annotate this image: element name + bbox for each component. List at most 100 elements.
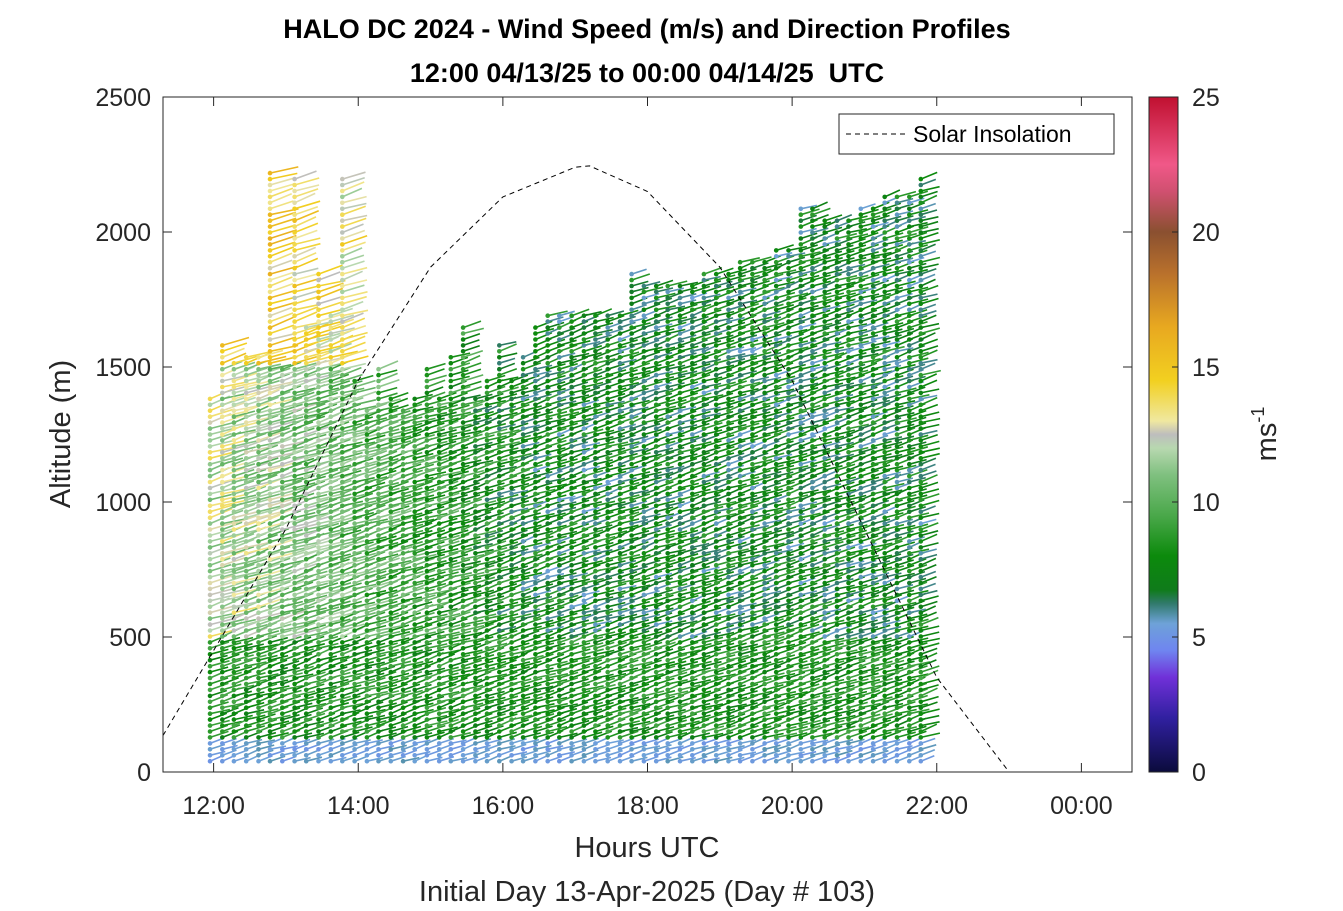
wind-barb xyxy=(390,641,410,650)
wind-barb-point xyxy=(400,503,406,509)
wind-barb-point xyxy=(605,574,610,580)
wind-barb xyxy=(499,655,519,661)
wind-barb xyxy=(414,611,435,620)
wind-barb-point xyxy=(533,634,538,639)
wind-barb-point xyxy=(364,735,370,740)
wind-barb-point xyxy=(267,753,273,758)
wind-barb-point xyxy=(280,503,285,509)
wind-barb-point xyxy=(473,604,478,610)
wind-barb-point xyxy=(509,592,514,598)
wind-barb-point xyxy=(243,551,249,556)
wind-barb-point xyxy=(533,527,538,532)
wind-barb xyxy=(511,595,532,602)
wind-barb-point xyxy=(569,741,574,746)
wind-barb xyxy=(559,572,577,578)
wind-barb-point xyxy=(448,729,454,734)
wind-barb xyxy=(306,374,331,382)
wind-barb-point xyxy=(340,188,345,194)
wind-barb-point xyxy=(424,646,430,651)
wind-barb-point xyxy=(557,426,562,431)
wind-barb-point xyxy=(292,473,297,479)
wind-barb xyxy=(559,671,579,679)
wind-barb xyxy=(282,587,302,596)
wind-barb xyxy=(305,683,325,691)
wind-barb-point xyxy=(352,747,357,752)
wind-barb-point xyxy=(352,610,357,615)
wind-barb-point xyxy=(497,444,502,449)
wind-barb xyxy=(330,473,352,483)
wind-barb-point xyxy=(460,675,466,681)
wind-barb-point xyxy=(220,467,225,473)
wind-barb-point xyxy=(267,236,273,241)
wind-barb xyxy=(269,397,295,406)
wind-barb xyxy=(511,476,530,483)
wind-barb-point xyxy=(376,592,381,598)
wind-barb xyxy=(378,498,398,507)
wind-barb xyxy=(209,487,234,495)
wind-barb xyxy=(282,653,301,661)
wind-barb-point xyxy=(581,610,587,615)
wind-barb-point xyxy=(545,319,550,324)
wind-barb-point xyxy=(243,753,249,758)
wind-barb-point xyxy=(581,337,587,342)
wind-barb xyxy=(439,565,460,572)
wind-barb xyxy=(378,653,398,661)
wind-barb-point xyxy=(292,295,297,301)
wind-barb xyxy=(378,544,399,555)
wind-barb xyxy=(547,718,566,727)
wind-barb xyxy=(499,386,519,394)
wind-barb-point xyxy=(473,420,478,425)
wind-barb xyxy=(439,607,458,614)
wind-barb xyxy=(330,659,348,667)
wind-barb xyxy=(305,468,329,477)
wind-barb-point xyxy=(448,663,454,669)
wind-barb xyxy=(511,684,531,691)
wind-barb-point xyxy=(581,313,587,319)
wind-barb xyxy=(269,177,295,186)
wind-barb-point xyxy=(292,271,297,277)
wind-barb-point xyxy=(448,735,454,740)
wind-barb-point xyxy=(497,687,502,693)
wind-barb-point xyxy=(220,610,225,615)
wind-barb xyxy=(282,745,298,751)
wind-barb xyxy=(583,590,600,596)
wind-barb-point xyxy=(231,663,237,669)
wind-barb-point xyxy=(220,396,225,402)
wind-barb-point xyxy=(231,622,237,627)
wind-barb-point xyxy=(581,503,587,509)
wind-barb-point xyxy=(520,355,526,360)
wind-barb xyxy=(595,500,616,507)
wind-barb-point xyxy=(328,509,334,514)
wind-barb-point xyxy=(376,604,381,610)
wind-barb-point xyxy=(207,753,213,758)
wind-barb-point xyxy=(207,497,213,503)
wind-barb-point xyxy=(484,681,490,687)
wind-barb-point xyxy=(256,360,261,366)
wind-barb-point xyxy=(280,467,285,473)
wind-barb xyxy=(595,717,614,727)
wind-barb xyxy=(366,438,386,448)
wind-barb-point xyxy=(388,723,394,728)
wind-barb-point xyxy=(617,527,623,532)
wind-barb-point xyxy=(364,610,370,615)
wind-barb-point xyxy=(581,378,587,384)
wind-barb xyxy=(535,630,553,638)
wind-barb-point xyxy=(569,325,574,330)
wind-barb xyxy=(571,738,588,745)
wind-barb xyxy=(294,415,317,424)
wind-barb-point xyxy=(207,438,213,443)
wind-barb xyxy=(547,410,568,418)
wind-barb xyxy=(426,417,445,424)
wind-barb xyxy=(607,739,624,745)
wind-barb-point xyxy=(557,562,562,568)
wind-barb-point xyxy=(220,426,225,431)
wind-barb xyxy=(354,570,376,578)
wind-barb-point xyxy=(424,539,430,544)
wind-barb xyxy=(426,613,448,620)
wind-barb xyxy=(547,618,566,626)
wind-barb-point xyxy=(593,598,598,604)
wind-barb xyxy=(342,279,368,287)
wind-barb xyxy=(462,349,484,359)
wind-barb-point xyxy=(569,545,574,550)
wind-barb-point xyxy=(267,206,273,212)
